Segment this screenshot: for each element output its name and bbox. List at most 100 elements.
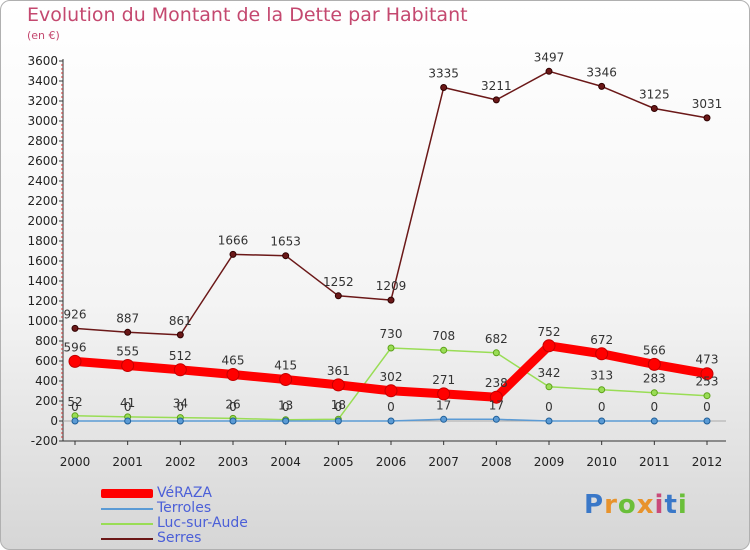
data-point-terroles: [440, 415, 448, 423]
data-label-serres: 926: [64, 307, 87, 321]
x-tick-label: 2009: [534, 455, 565, 469]
legend-swatch-terroles: [101, 507, 153, 510]
data-label-luc-sur-aude: 342: [538, 366, 561, 380]
data-label-v-raza: 752: [538, 325, 561, 339]
data-point-serres: [282, 252, 290, 260]
data-label-terroles: 0: [598, 400, 606, 414]
data-point-terroles: [492, 415, 500, 423]
data-point-serres: [229, 250, 237, 258]
data-label-terroles: 0: [229, 400, 237, 414]
data-point-terroles: [387, 417, 395, 425]
legend-item-luc-sur-aude[interactable]: Luc-sur-Aude: [101, 516, 248, 531]
data-point-serres: [492, 96, 500, 104]
data-point-terroles: [124, 417, 132, 425]
legend-label: Luc-sur-Aude: [157, 515, 248, 531]
data-label-terroles: 0: [703, 400, 711, 414]
data-point-serres: [703, 114, 711, 122]
y-tick-label: 2800: [27, 134, 58, 148]
data-point-v-raza: [437, 387, 451, 401]
data-label-v-raza: 473: [696, 353, 719, 367]
data-point-terroles: [650, 417, 658, 425]
data-point-luc-sur-aude: [598, 386, 606, 394]
y-tick-label: 600: [35, 354, 58, 368]
data-point-terroles: [545, 417, 553, 425]
y-tick-label: 3200: [27, 94, 58, 108]
data-label-v-raza: 302: [380, 370, 403, 384]
data-point-serres: [598, 82, 606, 90]
legend-swatch-luc-sur-aude: [101, 522, 153, 525]
data-point-luc-sur-aude: [545, 383, 553, 391]
data-label-terroles: 0: [335, 400, 343, 414]
x-tick-label: 2011: [639, 455, 670, 469]
data-label-serres: 3497: [534, 50, 565, 64]
y-tick-label: 1200: [27, 294, 58, 308]
data-point-serres: [387, 296, 395, 304]
logo-letter: x: [636, 490, 655, 520]
y-tick-label: 2600: [27, 154, 58, 168]
data-label-v-raza: 415: [274, 359, 297, 373]
x-tick-label: 2008: [481, 455, 512, 469]
logo-letter: i: [677, 490, 688, 520]
data-label-serres: 3125: [639, 88, 670, 102]
data-label-terroles: 0: [282, 400, 290, 414]
data-point-luc-sur-aude: [492, 349, 500, 357]
data-point-serres: [440, 84, 448, 91]
data-point-terroles: [282, 417, 290, 425]
legend-label: VéRAZA: [157, 485, 213, 501]
y-tick-label: 3600: [27, 54, 58, 68]
y-tick-label: 1600: [27, 254, 58, 268]
data-point-serres: [176, 331, 184, 339]
y-tick-label: 200: [35, 394, 58, 408]
data-point-terroles: [598, 417, 606, 425]
y-axis-ticks: -200 0 200 400 600 800 1000 1200 1400 1600 1800 200…: [27, 54, 63, 448]
data-label-v-raza: 596: [64, 340, 87, 354]
data-label-v-raza: 672: [590, 333, 613, 347]
data-label-serres: 861: [169, 314, 192, 328]
data-point-v-raza: [384, 384, 398, 398]
data-label-v-raza: 566: [643, 343, 666, 357]
y-tick-label: 1800: [27, 234, 58, 248]
data-label-terroles: 0: [545, 400, 553, 414]
data-point-luc-sur-aude: [703, 392, 711, 400]
data-label-luc-sur-aude: 13: [278, 399, 293, 413]
data-point-luc-sur-aude: [650, 389, 658, 397]
logo-letter: o: [617, 490, 637, 520]
chart-title: Evolution du Montant de la Dette par Hab…: [27, 4, 468, 26]
x-tick-label: 2004: [270, 455, 301, 469]
x-tick-label: 2001: [112, 455, 143, 469]
data-label-serres: 1209: [376, 279, 407, 293]
data-label-terroles: 17: [489, 398, 504, 412]
chart-subtitle: (en €): [27, 29, 60, 42]
x-tick-label: 2012: [692, 455, 723, 469]
data-point-serres: [334, 292, 342, 300]
data-label-v-raza: 271: [432, 373, 455, 387]
data-label-luc-sur-aude: 708: [432, 329, 455, 343]
y-tick-label: -200: [31, 434, 58, 448]
legend-label: Serres: [157, 530, 202, 546]
y-tick-label: 1400: [27, 274, 58, 288]
data-label-v-raza: 512: [169, 349, 192, 363]
legend-item-veraza[interactable]: VéRAZA: [101, 486, 248, 501]
data-point-luc-sur-aude: [440, 346, 448, 354]
data-label-luc-sur-aude: 313: [590, 369, 613, 383]
legend-item-serres[interactable]: Serres: [101, 531, 248, 546]
data-label-luc-sur-aude: 682: [485, 332, 508, 346]
y-tick-label: 2000: [27, 214, 58, 228]
data-label-v-raza: 465: [222, 354, 245, 368]
legend-item-terroles[interactable]: Terroles: [101, 501, 248, 516]
data-point-v-raza: [173, 363, 187, 377]
y-tick-label: 2200: [27, 194, 58, 208]
x-tick-label: 2007: [428, 455, 459, 469]
data-point-v-raza: [489, 390, 503, 404]
data-point-v-raza: [647, 357, 661, 371]
data-point-v-raza: [121, 359, 135, 372]
data-point-v-raza: [595, 347, 609, 361]
y-tick-label: 800: [35, 334, 58, 348]
data-label-luc-sur-aude: 41: [120, 396, 135, 410]
y-tick-label: 0: [50, 414, 58, 428]
data-label-terroles: 0: [387, 400, 395, 414]
data-point-v-raza: [279, 373, 293, 386]
data-label-terroles: 0: [71, 400, 79, 414]
data-point-serres: [124, 328, 132, 336]
logo-letter: i: [654, 490, 665, 520]
